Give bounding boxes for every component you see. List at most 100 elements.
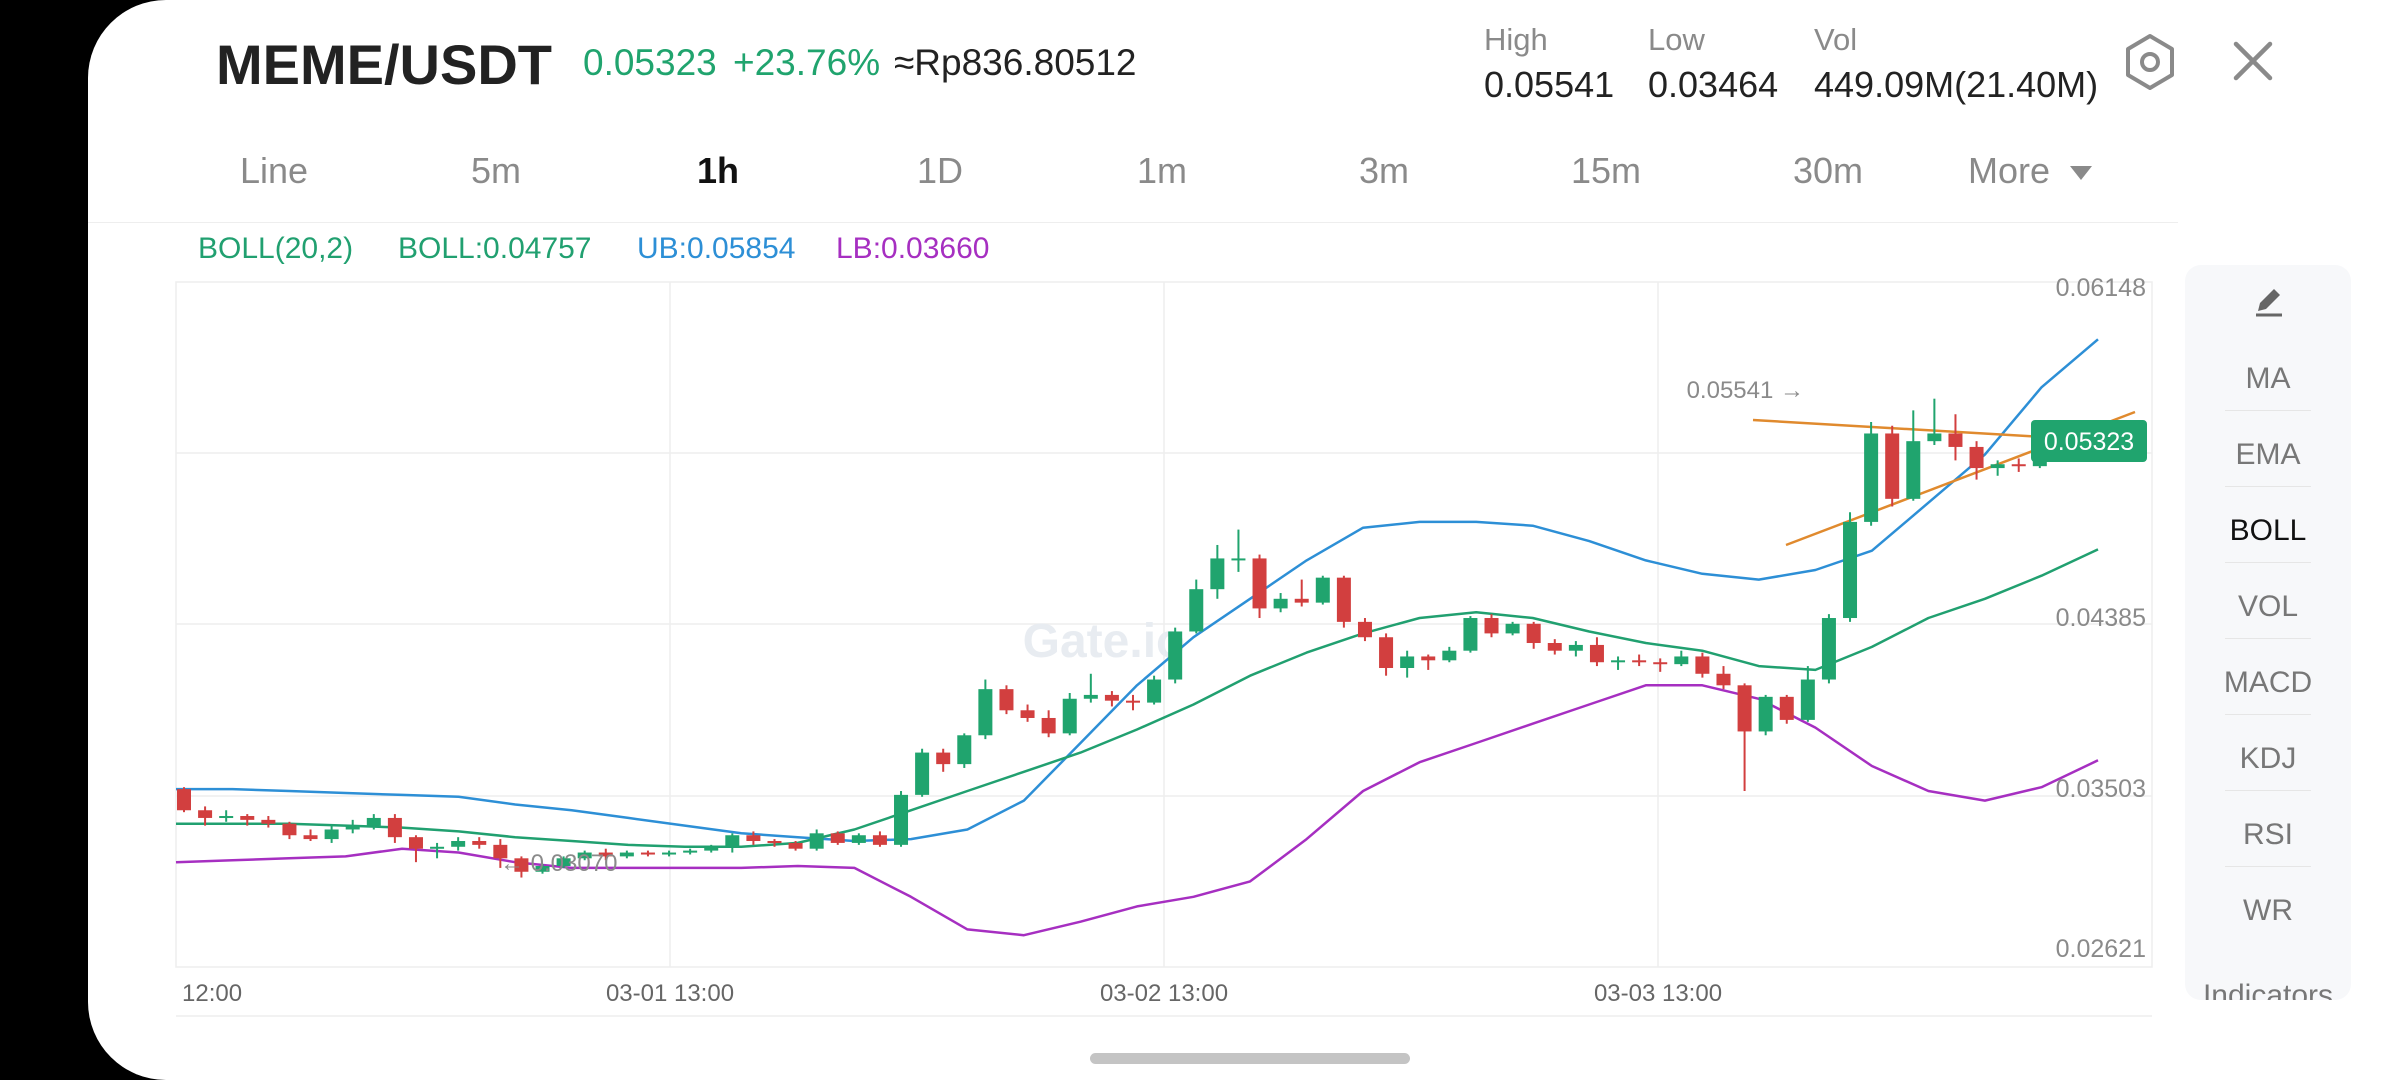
candle-body [915, 752, 930, 795]
candle-body [1400, 656, 1415, 669]
boll-lower-line [175, 684, 2099, 937]
candle-body [978, 689, 993, 736]
edit-pencil-icon[interactable] [2185, 275, 2351, 325]
candle-body [1695, 656, 1710, 674]
candle-body [472, 841, 487, 845]
close-icon[interactable] [2228, 36, 2278, 86]
candle-body [1252, 558, 1267, 609]
candle-body [1589, 644, 1604, 663]
candle-body [936, 752, 951, 765]
candle-body [1020, 710, 1035, 718]
indicator-divider [2225, 866, 2311, 867]
tab-1m[interactable]: 1m [1136, 150, 1187, 191]
candle-body [1927, 433, 1942, 442]
candle-body [1041, 717, 1056, 734]
home-indicator[interactable] [1090, 1053, 1410, 1064]
vol-label: Vol [1814, 22, 1858, 57]
candle-body [198, 810, 213, 818]
tab-5m[interactable]: 5m [470, 150, 521, 191]
candle-body [1800, 679, 1815, 720]
indicator-wr[interactable]: WR [2243, 894, 2293, 927]
indicator-divider [2225, 790, 2311, 791]
chart-grid [175, 281, 2153, 1017]
candle-body [788, 842, 803, 849]
price-tag-bg [2031, 420, 2147, 462]
tab-1d[interactable]: 1D [916, 150, 964, 191]
candle-body [1231, 558, 1246, 561]
low-value: 0.03464 [1648, 64, 1779, 105]
tab-1h[interactable]: 1h [696, 150, 739, 191]
candle-body [1653, 662, 1668, 665]
candle-body [683, 850, 698, 853]
candle-body [261, 819, 276, 824]
candle-body [282, 823, 297, 836]
indicator-vol[interactable]: VOL [2237, 590, 2299, 623]
indicator-macd[interactable]: MACD [2223, 666, 2313, 699]
candle-body [1484, 618, 1499, 634]
indicator-divider [2225, 410, 2311, 411]
settings-icon[interactable] [2120, 32, 2180, 92]
y-tick-label: 0.04385 [2056, 604, 2146, 632]
indicator-boll[interactable]: BOLL [2229, 514, 2307, 547]
candle-body [177, 789, 191, 811]
candle-body [240, 816, 255, 820]
boll-legend-name: BOLL(20,2) [198, 232, 354, 265]
candle-body [704, 846, 719, 851]
indicator-divider [2225, 486, 2311, 487]
candle-body [1674, 656, 1689, 665]
candle-body [1189, 589, 1204, 632]
candle-body [1168, 631, 1183, 680]
caret-down-icon [2070, 166, 2093, 181]
candle-body [1716, 673, 1731, 686]
candle-body [1611, 660, 1626, 663]
candle-body [872, 835, 887, 845]
indicator-ma[interactable]: MA [2245, 362, 2291, 395]
candlestick-chart[interactable]: Gate.io 0.06148 0.04385 0.03503 0.02621 … [88, 260, 2178, 1020]
x-tick-label: 03-03 13:00 [1594, 980, 1722, 1007]
price-tag-label: 0.05323 [2044, 428, 2134, 456]
candle-body [324, 829, 339, 840]
candle-body [1421, 656, 1436, 661]
candle-body [387, 817, 402, 838]
boll-mid-line [176, 548, 2099, 849]
y-tick-label: 0.03503 [2056, 775, 2146, 803]
candle-body [1294, 598, 1309, 603]
indicator-divider [2225, 638, 2311, 639]
candle-body [1104, 694, 1119, 701]
indicator-more[interactable]: Indicators [2202, 979, 2334, 1000]
candle-body [1442, 650, 1457, 661]
indicator-kdj[interactable]: KDJ [2239, 742, 2297, 775]
candle-body [451, 841, 466, 847]
candle-body [1357, 621, 1372, 638]
current-price-tag: 0.05323 [2031, 420, 2147, 462]
tab-15m[interactable]: 15m [1570, 150, 1642, 191]
high-label: High [1484, 22, 1548, 57]
candle-body [809, 833, 824, 849]
indicator-divider [2225, 714, 2311, 715]
candle-body [577, 852, 592, 859]
candle-body [1843, 521, 1858, 619]
app-window: MEME/USDT 0.05323 +23.76% ≈Rp836.80512 H… [88, 0, 2400, 1080]
candle-body [957, 735, 972, 765]
candle-body [1547, 643, 1562, 651]
high-value: 0.05541 [1484, 64, 1615, 105]
candle-body [894, 794, 909, 845]
tab-3m[interactable]: 3m [1358, 150, 1409, 191]
candle-body [1126, 700, 1140, 703]
candle-body [408, 837, 423, 849]
indicator-rsi[interactable]: RSI [2242, 818, 2293, 851]
candle-body [1779, 696, 1794, 720]
x-tick-label: 03-02 13:00 [1100, 980, 1228, 1007]
y-tick-label: 0.06148 [2056, 274, 2146, 302]
boll-legend-mid: BOLL:0.04757 [398, 232, 592, 265]
candle-body [1906, 441, 1921, 499]
candle-body [725, 835, 740, 847]
tab-more[interactable]: More [1968, 150, 2168, 192]
candle-body [345, 825, 360, 830]
candle-body [598, 852, 613, 857]
pair-title[interactable]: MEME/USDT [216, 33, 552, 96]
candle-body [999, 689, 1014, 711]
indicator-ema[interactable]: EMA [2235, 438, 2301, 471]
tab-line[interactable]: Line [239, 150, 309, 191]
tab-30m[interactable]: 30m [1792, 150, 1864, 191]
